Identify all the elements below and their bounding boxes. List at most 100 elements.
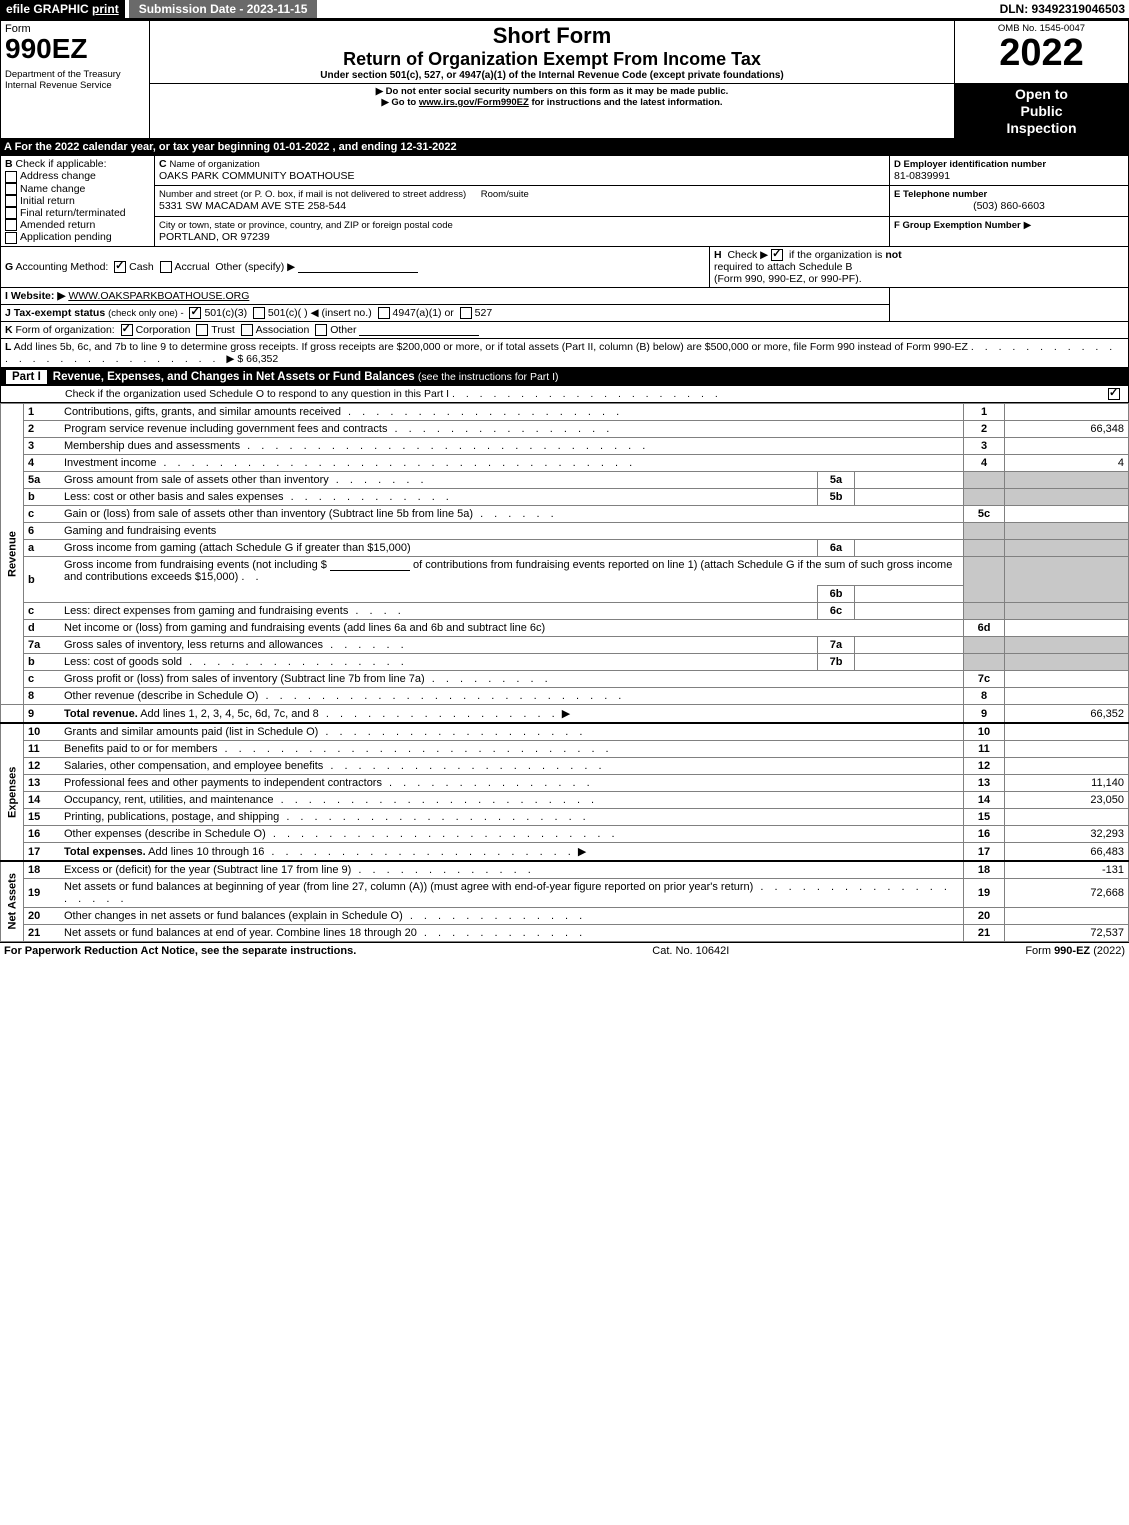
website-link[interactable]: WWW.OAKSPARKBOATHOUSE.ORG bbox=[68, 290, 249, 302]
box-d-label: D Employer identification number bbox=[894, 159, 1046, 170]
line-16-val: 32,293 bbox=[1005, 826, 1129, 843]
4947-checkbox[interactable] bbox=[378, 307, 390, 319]
part-1-check-cell: Check if the organization used Schedule … bbox=[1, 386, 1129, 403]
line-11-ref: 11 bbox=[964, 741, 1005, 758]
short-form-title: Short Form bbox=[154, 23, 950, 49]
goto-link[interactable]: www.irs.gov/Form990EZ bbox=[419, 97, 529, 108]
line-11-desc: Benefits paid to or for members . . . . … bbox=[60, 741, 964, 758]
501c3-checkbox[interactable] bbox=[189, 307, 201, 319]
box-f-label: F Group Exemption Number bbox=[894, 220, 1021, 231]
line-20-ref: 20 bbox=[964, 908, 1005, 925]
line-21-num: 21 bbox=[24, 925, 61, 942]
initial-return-checkbox[interactable] bbox=[5, 195, 17, 207]
line-6b-desc1: Gross income from fundraising events (no… bbox=[60, 557, 964, 586]
line-4-desc: Investment income . . . . . . . . . . . … bbox=[60, 455, 964, 472]
trust-checkbox[interactable] bbox=[196, 324, 208, 336]
open-line2: Public bbox=[959, 103, 1124, 120]
line-6a-val-shaded bbox=[1005, 540, 1129, 557]
final-return-checkbox[interactable] bbox=[5, 207, 17, 219]
print-link[interactable]: print bbox=[92, 2, 119, 16]
line-19-ref: 19 bbox=[964, 879, 1005, 908]
line-6a-sub: 6a bbox=[818, 540, 855, 557]
line-17-text2: Add lines 10 through 16 bbox=[148, 846, 264, 858]
501c-checkbox[interactable] bbox=[253, 307, 265, 319]
line-15-desc: Printing, publications, postage, and shi… bbox=[60, 809, 964, 826]
527-checkbox[interactable] bbox=[460, 307, 472, 319]
line-2-desc: Program service revenue including govern… bbox=[60, 421, 964, 438]
line-20-val bbox=[1005, 908, 1129, 925]
city-label: City or town, state or province, country… bbox=[159, 220, 453, 231]
dept-treasury: Department of the Treasury bbox=[5, 69, 145, 80]
line-5a-text: Gross amount from sale of assets other t… bbox=[64, 474, 329, 486]
phone-value: (503) 860-6603 bbox=[894, 200, 1124, 212]
line-9-text: Total revenue. bbox=[64, 708, 138, 720]
line-6a-desc: Gross income from gaming (attach Schedul… bbox=[60, 540, 818, 557]
final-return-label: Final return/terminated bbox=[20, 207, 126, 219]
line-8-text: Other revenue (describe in Schedule O) bbox=[64, 690, 258, 702]
amended-return-checkbox[interactable] bbox=[5, 219, 17, 231]
box-l-text: Add lines 5b, 6c, and 7b to line 9 to de… bbox=[14, 341, 968, 353]
line-14-ref: 14 bbox=[964, 792, 1005, 809]
line-6b-blank[interactable] bbox=[330, 559, 410, 571]
line-6a-ref-shaded bbox=[964, 540, 1005, 557]
line-6d-num: d bbox=[24, 620, 61, 637]
association-label: Association bbox=[256, 324, 310, 336]
box-l-arrow: ▶ $ bbox=[226, 353, 243, 365]
line-17-val: 66,483 bbox=[1005, 843, 1129, 862]
line-6b-desc2 bbox=[60, 586, 818, 603]
schedule-o-checkbox[interactable] bbox=[1108, 388, 1120, 400]
accrual-checkbox[interactable] bbox=[160, 261, 172, 273]
other-org-blank[interactable] bbox=[359, 324, 479, 336]
4947-label: 4947(a)(1) or bbox=[393, 307, 454, 319]
line-3-ref: 3 bbox=[964, 438, 1005, 455]
line-9-val: 66,352 bbox=[1005, 705, 1129, 724]
association-checkbox[interactable] bbox=[241, 324, 253, 336]
line-6-ref-shaded bbox=[964, 523, 1005, 540]
line-1-num: 1 bbox=[24, 404, 61, 421]
line-8-desc: Other revenue (describe in Schedule O) .… bbox=[60, 688, 964, 705]
box-j-note: (check only one) - bbox=[108, 308, 184, 319]
open-public-badge: Open to Public Inspection bbox=[955, 84, 1129, 139]
box-i-label: I Website: ▶ bbox=[5, 290, 65, 302]
form-id-cell: Form 990EZ Department of the Treasury In… bbox=[1, 21, 150, 139]
line-8-num: 8 bbox=[24, 688, 61, 705]
name-change-checkbox[interactable] bbox=[5, 183, 17, 195]
line-3-val bbox=[1005, 438, 1129, 455]
address-change-checkbox[interactable] bbox=[5, 171, 17, 183]
line-14-num: 14 bbox=[24, 792, 61, 809]
line-6d-ref: 6d bbox=[964, 620, 1005, 637]
line-10-desc: Grants and similar amounts paid (list in… bbox=[60, 723, 964, 741]
line-5b-text: Less: cost or other basis and sales expe… bbox=[64, 491, 284, 503]
part-1-label: Part I bbox=[6, 370, 47, 384]
accrual-label: Accrual bbox=[175, 261, 210, 273]
line-6b-val-shaded bbox=[1005, 557, 1129, 603]
line-10-text: Grants and similar amounts paid (list in… bbox=[64, 726, 318, 738]
line-9-text2: Add lines 1, 2, 3, 4, 5c, 6d, 7c, and 8 bbox=[140, 708, 319, 720]
part-1-title: Revenue, Expenses, and Changes in Net As… bbox=[53, 371, 415, 383]
line-5a-num: 5a bbox=[24, 472, 61, 489]
line-6b-subval bbox=[855, 586, 964, 603]
line-9-ref: 9 bbox=[964, 705, 1005, 724]
line-10-num: 10 bbox=[24, 723, 61, 741]
line-7b-text: Less: cost of goods sold bbox=[64, 656, 182, 668]
cash-checkbox[interactable] bbox=[114, 261, 126, 273]
top-bar: efile GRAPHIC print Submission Date - 20… bbox=[0, 0, 1129, 20]
part-1-check-dots: . . . . . . . . . . . . . . . . . . . . bbox=[452, 388, 722, 400]
street-value: 5331 SW MACADAM AVE STE 258-544 bbox=[159, 200, 346, 212]
line-6-num: 6 bbox=[24, 523, 61, 540]
corporation-checkbox[interactable] bbox=[121, 324, 133, 336]
box-g-label: G bbox=[5, 261, 13, 273]
other-specify-blank[interactable] bbox=[298, 261, 418, 273]
line-6d-desc: Net income or (loss) from gaming and fun… bbox=[60, 620, 964, 637]
netassets-vertical-label: Net Assets bbox=[1, 861, 24, 942]
line-5b-val-shaded bbox=[1005, 489, 1129, 506]
footer-right: Form 990-EZ (2022) bbox=[1025, 945, 1125, 957]
other-org-checkbox[interactable] bbox=[315, 324, 327, 336]
application-pending-checkbox[interactable] bbox=[5, 232, 17, 244]
city-value: PORTLAND, OR 97239 bbox=[159, 231, 270, 243]
line-7a-subval bbox=[855, 637, 964, 654]
schedule-b-checkbox[interactable] bbox=[771, 249, 783, 261]
501c3-label: 501(c)(3) bbox=[204, 307, 247, 319]
part-1-lines: Revenue 1 Contributions, gifts, grants, … bbox=[0, 403, 1129, 942]
box-c-street: Number and street (or P. O. box, if mail… bbox=[155, 186, 890, 216]
